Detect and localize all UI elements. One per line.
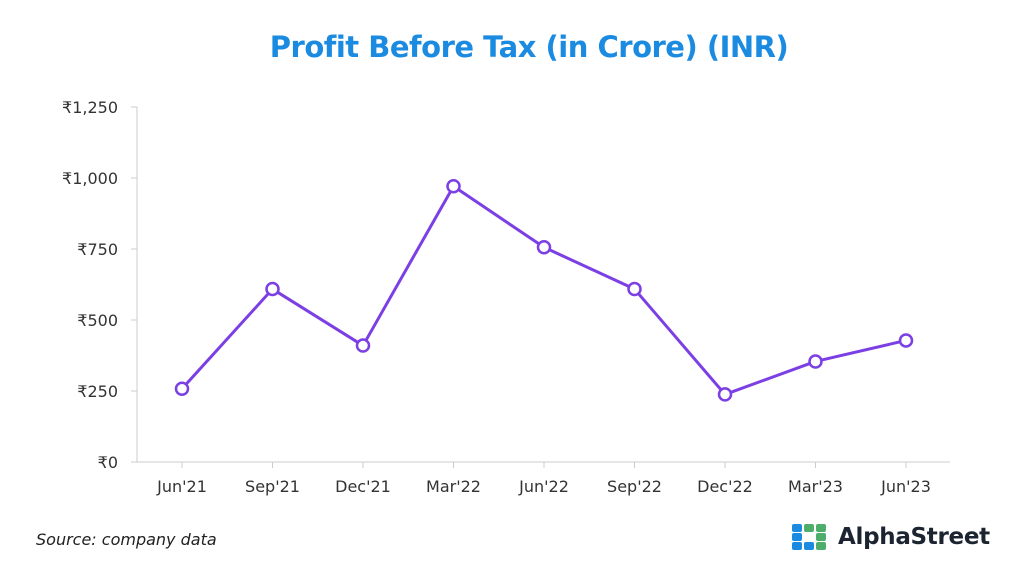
x-axis-ticks: Jun'21 Sep'21 Dec'21 Mar'22 Jun'22 Sep'22 Dec'… bbox=[156, 462, 931, 496]
data-point[interactable] bbox=[174, 381, 190, 396]
x-tick-label: Mar'23 bbox=[788, 477, 843, 496]
x-tick-label: Dec'21 bbox=[335, 477, 391, 496]
data-point[interactable] bbox=[265, 281, 280, 297]
y-tick-label: ₹1,000 bbox=[62, 169, 118, 188]
data-points bbox=[174, 178, 914, 402]
y-axis-ticks: ₹0 ₹250 ₹500 ₹750 ₹1,000 ₹1,250 bbox=[62, 98, 137, 472]
data-point[interactable] bbox=[627, 281, 642, 297]
chart-title: Profit Before Tax (in Crore) (INR) bbox=[269, 30, 789, 64]
brand-logo: AlphaStreet bbox=[792, 524, 990, 550]
data-point[interactable] bbox=[717, 387, 733, 402]
alphastreet-logo-icon bbox=[792, 524, 826, 550]
source-note: Source: company data bbox=[36, 530, 217, 549]
x-tick-label: Sep'21 bbox=[245, 477, 300, 496]
series-line bbox=[180, 184, 907, 396]
data-point[interactable] bbox=[898, 333, 914, 348]
data-point[interactable] bbox=[355, 338, 371, 353]
y-tick-label: ₹750 bbox=[77, 240, 118, 259]
x-tick-label: Sep'22 bbox=[607, 477, 662, 496]
y-tick-label: ₹500 bbox=[77, 311, 118, 330]
data-point[interactable] bbox=[808, 354, 823, 369]
y-tick-label: ₹0 bbox=[98, 453, 118, 472]
x-tick-label: Jun'23 bbox=[880, 477, 931, 496]
data-point[interactable] bbox=[446, 178, 461, 194]
x-tick-label: Mar'22 bbox=[426, 477, 481, 496]
x-tick-label: Jun'22 bbox=[518, 477, 569, 496]
x-tick-label: Dec'22 bbox=[697, 477, 753, 496]
y-tick-label: ₹250 bbox=[77, 382, 118, 401]
x-tick-label: Jun'21 bbox=[156, 477, 207, 496]
y-tick-label: ₹1,250 bbox=[62, 98, 118, 117]
brand-name: AlphaStreet bbox=[838, 524, 990, 550]
data-point[interactable] bbox=[536, 240, 552, 255]
